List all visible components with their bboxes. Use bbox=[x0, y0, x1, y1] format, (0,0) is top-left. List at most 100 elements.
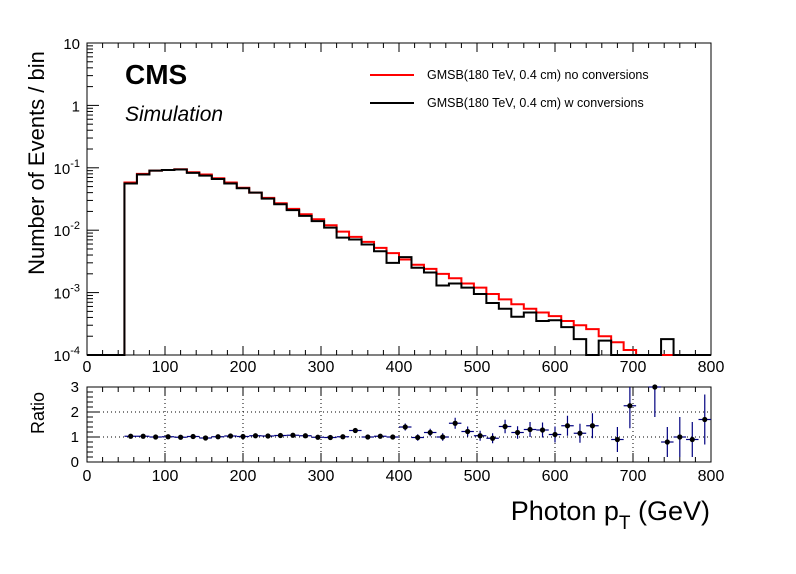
ratio-marker bbox=[664, 439, 670, 445]
ratio-point bbox=[299, 433, 312, 439]
ratio-marker bbox=[415, 434, 421, 441]
ratio-point bbox=[686, 422, 699, 457]
ratio-marker bbox=[140, 433, 146, 439]
x-tick-label: 100 bbox=[152, 359, 179, 376]
ratio-point bbox=[161, 434, 175, 440]
ratio-point bbox=[473, 430, 487, 441]
ratio-marker bbox=[153, 434, 159, 440]
ratio-point bbox=[623, 387, 637, 429]
ratio-marker bbox=[702, 416, 708, 423]
ratio-marker bbox=[502, 423, 508, 430]
ratio-point bbox=[386, 434, 399, 440]
ratio-marker bbox=[202, 435, 209, 441]
ratio-points bbox=[124, 384, 711, 457]
ratio-point bbox=[361, 434, 375, 440]
x-tick-label: 100 bbox=[152, 468, 179, 485]
y-tick-base: 1 bbox=[72, 98, 80, 115]
y-tick-base: 10 bbox=[54, 161, 71, 178]
ratio-point bbox=[673, 417, 687, 457]
ratio-point bbox=[149, 434, 162, 440]
ratio-y-tick-label: 3 bbox=[71, 379, 79, 396]
x-tick-label: 0 bbox=[83, 468, 92, 485]
ratio-y-ticks: 0 1 2 3 bbox=[71, 379, 99, 471]
ratio-marker bbox=[427, 429, 433, 436]
ratio-marker bbox=[390, 434, 396, 440]
ratio-marker bbox=[689, 436, 695, 443]
x-tick-label: 200 bbox=[230, 359, 257, 376]
ratio-marker bbox=[252, 433, 259, 439]
ratio-marker bbox=[352, 427, 358, 434]
ratio-point bbox=[236, 433, 250, 440]
ratio-point bbox=[536, 422, 549, 438]
y-tick-exponent: -2 bbox=[70, 220, 80, 232]
ratio-point bbox=[411, 434, 424, 441]
ratio-point bbox=[661, 427, 674, 457]
ratio-point bbox=[648, 384, 662, 417]
ratio-point bbox=[186, 433, 200, 440]
y-tick-label: 10-2 bbox=[54, 220, 80, 240]
ratio-marker bbox=[527, 426, 533, 433]
x-tick-label: 500 bbox=[464, 359, 491, 376]
x-tick-label: 0 bbox=[83, 359, 92, 376]
ratio-point bbox=[224, 433, 237, 439]
ratio-point bbox=[311, 434, 325, 440]
ratio-point bbox=[136, 433, 150, 439]
ratio-marker bbox=[165, 434, 171, 440]
ratio-marker bbox=[290, 432, 296, 438]
ratio-point bbox=[349, 427, 362, 434]
y-tick-label: 10-1 bbox=[54, 158, 80, 178]
y-tick-label: 10-4 bbox=[54, 345, 80, 365]
ratio-point bbox=[286, 432, 300, 438]
ratio-marker bbox=[452, 420, 458, 426]
x-tick-label: 600 bbox=[542, 468, 569, 485]
y-axis-title: Number of Events / bin bbox=[24, 51, 49, 275]
ratio-marker bbox=[627, 403, 633, 409]
ratio-marker bbox=[514, 429, 521, 436]
ratio-point bbox=[486, 433, 499, 444]
y-tick-base: 10 bbox=[54, 223, 71, 240]
ratio-point bbox=[573, 423, 587, 443]
main-x-ticks: 0 100 200 300 400 500 600 700 800 bbox=[83, 43, 724, 376]
ratio-point bbox=[523, 422, 537, 437]
x-tick-label: 400 bbox=[386, 468, 413, 485]
ratio-marker bbox=[340, 434, 346, 440]
ratio-point bbox=[211, 434, 225, 440]
ratio-marker bbox=[327, 434, 333, 441]
x-axis-title-sub: T bbox=[619, 513, 631, 534]
ratio-point bbox=[511, 426, 524, 439]
ratio-marker bbox=[365, 434, 371, 440]
x-tick-label: 800 bbox=[698, 468, 725, 485]
y-tick-exponent: -1 bbox=[70, 158, 80, 170]
ratio-marker bbox=[614, 436, 621, 443]
ratio-marker bbox=[277, 432, 284, 439]
ratio-marker bbox=[402, 424, 408, 430]
ratio-marker bbox=[190, 433, 196, 440]
ratio-point bbox=[586, 413, 599, 439]
legend-label-w-conversions: GMSB(180 TeV, 0.4 cm) w conversions bbox=[427, 96, 644, 110]
x-tick-label: 600 bbox=[542, 359, 569, 376]
ratio-marker bbox=[128, 433, 134, 439]
ratio-marker bbox=[465, 428, 471, 435]
ratio-point bbox=[561, 415, 574, 436]
ratio-y-tick-label: 2 bbox=[71, 404, 79, 421]
x-tick-label: 400 bbox=[386, 359, 413, 376]
simulation-label: Simulation bbox=[125, 103, 223, 126]
y-tick-exponent: -3 bbox=[70, 283, 80, 295]
ratio-marker bbox=[265, 433, 271, 439]
ratio-point bbox=[174, 434, 187, 440]
y-tick-exponent: -4 bbox=[70, 345, 80, 357]
ratio-point bbox=[498, 419, 512, 434]
ratio-point bbox=[436, 433, 449, 441]
ratio-y-tick-label: 1 bbox=[71, 429, 79, 446]
y-tick-base: 10 bbox=[54, 348, 71, 365]
ratio-marker bbox=[477, 433, 483, 439]
y-tick-label: 1 bbox=[72, 98, 80, 115]
ratio-point bbox=[324, 434, 337, 441]
ratio-marker bbox=[539, 427, 546, 433]
y-tick-base: 10 bbox=[54, 286, 71, 303]
y-tick-base: 10 bbox=[63, 36, 80, 53]
x-axis-title-unit: (GeV) bbox=[630, 496, 710, 526]
